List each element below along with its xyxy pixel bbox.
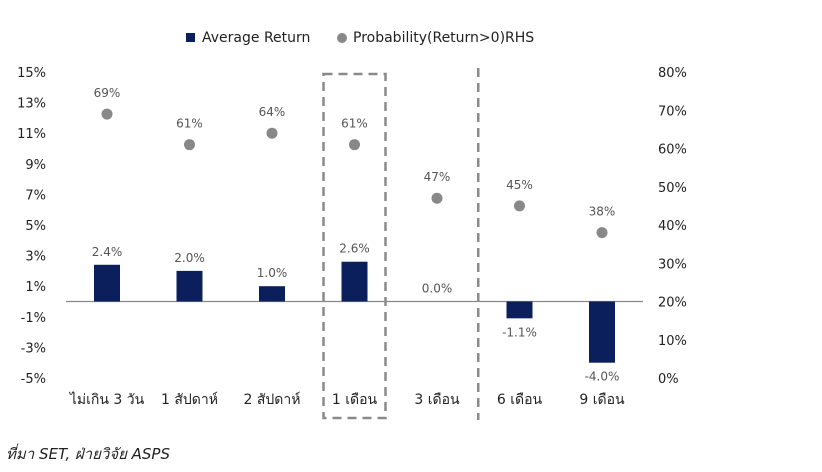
source-note: ที่มา SET, ฝ่ายวิจัย ASPS [6, 445, 171, 463]
left-tick-label: 5% [25, 219, 46, 234]
category-label: 2 สัปดาห์ [244, 391, 301, 408]
return-bar [341, 261, 368, 302]
return-data-label: -1.1% [502, 325, 537, 339]
return-bar [506, 301, 533, 319]
left-tick-label: 15% [17, 66, 46, 81]
probability-point [514, 200, 525, 212]
right-tick-label: 70% [658, 104, 687, 119]
left-tick-label: -1% [21, 311, 46, 326]
probability-point [596, 227, 608, 239]
legend-bar-swatch [186, 33, 195, 42]
bars: 2.4% 2.0% 1.0% 2.6% 0.0% -1.1% -4.0% [92, 242, 620, 384]
category-label: 3 เดือน [414, 392, 460, 408]
category-labels: ไม่เกิน 3 วัน 1 สัปดาห์ 2 สัปดาห์ 1 เดือน 3 … [69, 391, 625, 408]
right-tick-label: 50% [658, 181, 687, 196]
right-tick-label: 0% [658, 372, 679, 387]
probability-data-label: 47% [424, 170, 451, 184]
left-tick-label: 1% [25, 280, 46, 295]
legend: Average Return Probability(Return>0)RHS [186, 30, 534, 46]
probability-data-label: 45% [506, 178, 533, 192]
return-data-label: -4.0% [585, 370, 620, 384]
probability-data-label: 69% [94, 86, 121, 100]
return-bar [259, 286, 285, 302]
left-tick-label: -5% [21, 372, 46, 387]
left-tick-label: 11% [17, 127, 46, 142]
combo-chart: Average Return Probability(Return>0)RHS … [17, 30, 687, 420]
return-data-label: 2.6% [339, 242, 370, 256]
return-bar [589, 301, 615, 363]
probability-data-label: 61% [176, 117, 203, 131]
return-bar [94, 264, 120, 302]
return-data-label: 2.0% [174, 251, 205, 265]
probability-point [101, 108, 113, 120]
left-tick-label: 9% [25, 158, 46, 173]
probability-data-label: 61% [341, 117, 368, 131]
category-label: 1 เดือน [332, 392, 378, 408]
legend-dot-label: Probability(Return>0)RHS [353, 30, 534, 46]
right-tick-label: 80% [658, 66, 687, 81]
probability-dots: 69% 61% 64% 61% 47% 45% 38% [94, 86, 616, 239]
right-tick-label: 40% [658, 219, 687, 234]
left-axis: 15% 13% 11% 9% 7% 5% 3% 1% -1% -3% -5% [17, 66, 46, 387]
left-tick-label: 7% [25, 188, 46, 203]
return-bar [176, 270, 203, 302]
return-data-label: 0.0% [422, 282, 453, 296]
category-label: ไม่เกิน 3 วัน [69, 391, 145, 408]
right-tick-label: 60% [658, 143, 687, 158]
probability-point [184, 139, 195, 151]
left-tick-label: 3% [25, 250, 46, 265]
probability-point [431, 192, 443, 204]
return-data-label: 2.4% [92, 245, 123, 259]
category-label: 6 เดือน [497, 392, 543, 408]
highlight-box [322, 72, 387, 420]
probability-point [266, 127, 278, 139]
legend-bar-label: Average Return [202, 30, 310, 46]
legend-dot-swatch [337, 33, 347, 43]
right-tick-label: 20% [658, 296, 687, 311]
left-tick-label: 13% [17, 97, 46, 112]
return-data-label: 1.0% [257, 266, 288, 280]
category-label: 1 สัปดาห์ [161, 391, 218, 408]
probability-data-label: 64% [259, 105, 286, 119]
left-tick-label: -3% [21, 341, 46, 356]
probability-data-label: 38% [589, 205, 616, 219]
right-tick-label: 10% [658, 334, 687, 349]
right-tick-label: 30% [658, 257, 687, 272]
category-label: 9 เดือน [579, 392, 625, 408]
probability-point [349, 139, 360, 151]
right-axis: 80% 70% 60% 50% 40% 30% 20% 10% 0% [658, 66, 687, 387]
